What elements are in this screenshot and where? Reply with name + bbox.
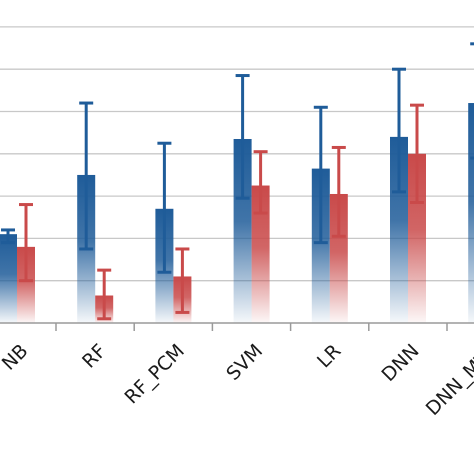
error-bar-dnn_mtl-s1: [470, 42, 474, 160]
error-bars: [1, 42, 474, 321]
error-bar-nb-s1: [1, 228, 15, 245]
x-axis: [0, 322, 474, 331]
bar-dnn-s1: [390, 136, 408, 323]
bar-svm-s1: [233, 138, 252, 323]
x-tick-label-nb: NB: [0, 340, 33, 375]
bar-dnn-s2: [408, 153, 426, 323]
x-tick-label-lr: LR: [313, 340, 345, 372]
error-bar-dnn-s2: [410, 103, 424, 204]
x-tick-label-svm: SVM: [222, 340, 267, 385]
error-bar-dnn-s1: [392, 67, 406, 194]
error-bar-lr-s2: [331, 145, 346, 238]
error-bar-lr-s1: [313, 105, 328, 245]
error-bar-rf-s1: [79, 101, 94, 251]
bar-lr-s1: [311, 168, 330, 323]
x-tick-label-rf_pcm: RF_PCM: [121, 340, 189, 408]
bar-svm-s2: [251, 185, 270, 323]
bars: [0, 103, 474, 323]
error-bar-rf_pcm-s1: [157, 141, 172, 274]
x-tick-label-rf: RF: [78, 340, 111, 373]
error-bar-nb-s2: [19, 203, 33, 283]
error-bar-svm-s1: [235, 74, 250, 200]
error-bar-rf_pcm-s2: [175, 247, 190, 314]
error-bar-rf-s2: [97, 268, 112, 321]
bar-nb-s2: [17, 246, 35, 323]
error-bar-svm-s2: [253, 150, 268, 215]
bar-dnn_mtl-s1: [468, 103, 474, 323]
x-tick-label-dnn: DNN: [378, 340, 424, 386]
x-tick-label-dnn_mtl: DNN_MTL: [422, 340, 474, 420]
bar-nb-s1: [0, 234, 17, 323]
bar-lr-s2: [329, 193, 348, 323]
